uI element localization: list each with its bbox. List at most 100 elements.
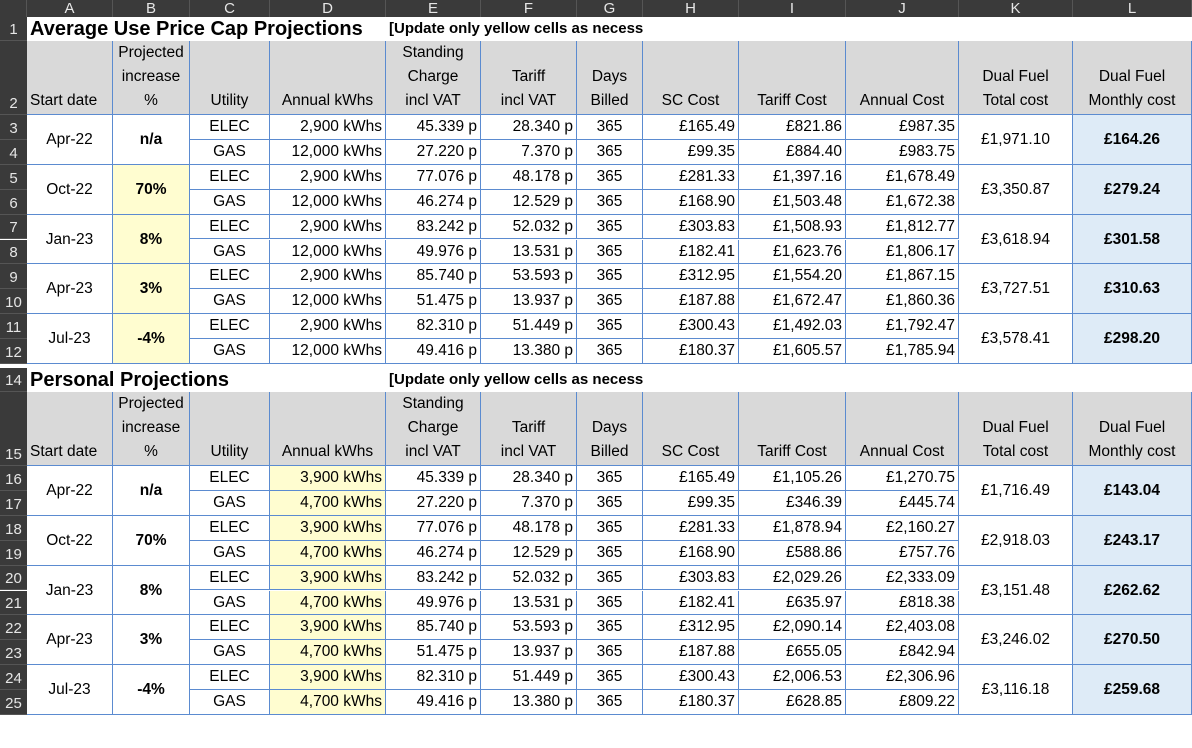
annual-kwh-cell[interactable]: 12,000 kWhs <box>270 339 386 364</box>
days-billed-cell[interactable]: 365 <box>577 590 643 616</box>
utility-cell[interactable]: ELEC <box>190 515 270 541</box>
tariff-cell[interactable]: 13.380 p <box>481 690 577 715</box>
annual-cost-cell[interactable]: £1,270.75 <box>846 466 959 491</box>
column-header-h[interactable]: H <box>643 0 739 17</box>
standing-charge-cell[interactable]: 27.220 p <box>386 490 481 516</box>
standing-charge-cell[interactable]: 45.339 p <box>386 115 481 140</box>
annual-kwh-cell[interactable]: 4,700 kWhs <box>270 590 386 616</box>
utility-cell[interactable]: GAS <box>190 289 270 315</box>
tariff-cost-cell[interactable]: £1,503.48 <box>739 189 846 215</box>
sc-cost-cell[interactable]: £281.33 <box>643 164 739 190</box>
row-header-7[interactable]: 7 <box>0 214 27 240</box>
tariff-cost-cell[interactable]: £2,006.53 <box>739 665 846 691</box>
annual-cost-cell[interactable]: £1,867.15 <box>846 264 959 290</box>
annual-cost-cell[interactable]: £2,306.96 <box>846 665 959 691</box>
dual-fuel-monthly-cell[interactable]: £164.26 <box>1073 115 1192 165</box>
dual-fuel-monthly-cell[interactable]: £143.04 <box>1073 466 1192 516</box>
annual-kwh-cell[interactable]: 3,900 kWhs <box>270 665 386 691</box>
dual-fuel-total-cell[interactable]: £1,716.49 <box>959 466 1073 516</box>
days-billed-cell[interactable]: 365 <box>577 540 643 566</box>
row-header-15[interactable]: 15 <box>0 392 27 466</box>
column-header-b[interactable]: B <box>113 0 190 17</box>
standing-charge-cell[interactable]: 45.339 p <box>386 466 481 491</box>
utility-cell[interactable]: ELEC <box>190 565 270 591</box>
row-header-21[interactable]: 21 <box>0 590 27 616</box>
annual-kwh-cell[interactable]: 3,900 kWhs <box>270 615 386 641</box>
column-header-g[interactable]: G <box>577 0 643 17</box>
standing-charge-cell[interactable]: 49.976 p <box>386 590 481 616</box>
tariff-cost-cell[interactable]: £884.40 <box>739 139 846 165</box>
sc-cost-cell[interactable]: £99.35 <box>643 490 739 516</box>
standing-charge-cell[interactable]: 51.475 p <box>386 640 481 666</box>
utility-cell[interactable]: ELEC <box>190 115 270 140</box>
dual-fuel-total-cell[interactable]: £1,971.10 <box>959 115 1073 165</box>
standing-charge-cell[interactable]: 46.274 p <box>386 540 481 566</box>
days-billed-cell[interactable]: 365 <box>577 615 643 641</box>
annual-kwh-cell[interactable]: 12,000 kWhs <box>270 289 386 315</box>
row-header-11[interactable]: 11 <box>0 314 27 340</box>
projected-increase-cell[interactable]: 8% <box>113 565 190 616</box>
tariff-cell[interactable]: 13.531 p <box>481 590 577 616</box>
utility-cell[interactable]: ELEC <box>190 264 270 290</box>
annual-kwh-cell[interactable]: 2,900 kWhs <box>270 264 386 290</box>
tariff-cell[interactable]: 51.449 p <box>481 314 577 340</box>
annual-kwh-cell[interactable]: 12,000 kWhs <box>270 189 386 215</box>
sc-cost-cell[interactable]: £180.37 <box>643 339 739 364</box>
utility-cell[interactable]: GAS <box>190 339 270 364</box>
days-billed-cell[interactable]: 365 <box>577 665 643 691</box>
annual-cost-cell[interactable]: £1,672.38 <box>846 189 959 215</box>
projected-increase-cell[interactable]: 8% <box>113 214 190 265</box>
tariff-cell[interactable]: 7.370 p <box>481 139 577 165</box>
tariff-cell[interactable]: 28.340 p <box>481 115 577 140</box>
standing-charge-cell[interactable]: 83.242 p <box>386 565 481 591</box>
projected-increase-cell[interactable]: -4% <box>113 314 190 364</box>
annual-cost-cell[interactable]: £1,785.94 <box>846 339 959 364</box>
projected-increase-cell[interactable]: 3% <box>113 615 190 666</box>
dual-fuel-total-cell[interactable]: £3,116.18 <box>959 665 1073 715</box>
annual-kwh-cell[interactable]: 2,900 kWhs <box>270 115 386 140</box>
dual-fuel-monthly-cell[interactable]: £259.68 <box>1073 665 1192 715</box>
annual-kwh-cell[interactable]: 4,700 kWhs <box>270 690 386 715</box>
utility-cell[interactable]: ELEC <box>190 466 270 491</box>
dual-fuel-monthly-cell[interactable]: £270.50 <box>1073 615 1192 666</box>
dual-fuel-monthly-cell[interactable]: £243.17 <box>1073 515 1192 566</box>
projected-increase-cell[interactable]: 70% <box>113 515 190 566</box>
projected-increase-cell[interactable]: 3% <box>113 264 190 315</box>
standing-charge-cell[interactable]: 49.416 p <box>386 690 481 715</box>
tariff-cost-cell[interactable]: £1,397.16 <box>739 164 846 190</box>
days-billed-cell[interactable]: 365 <box>577 466 643 491</box>
row-header-20[interactable]: 20 <box>0 565 27 591</box>
tariff-cell[interactable]: 51.449 p <box>481 665 577 691</box>
row-header-14[interactable]: 14 <box>0 368 27 392</box>
standing-charge-cell[interactable]: 85.740 p <box>386 615 481 641</box>
tariff-cost-cell[interactable]: £635.97 <box>739 590 846 616</box>
row-header-16[interactable]: 16 <box>0 466 27 491</box>
start-date-cell[interactable]: Jan-23 <box>27 214 113 265</box>
annual-cost-cell[interactable]: £1,792.47 <box>846 314 959 340</box>
start-date-cell[interactable]: Apr-23 <box>27 615 113 666</box>
tariff-cell[interactable]: 13.380 p <box>481 339 577 364</box>
start-date-cell[interactable]: Oct-22 <box>27 164 113 215</box>
standing-charge-cell[interactable]: 82.310 p <box>386 314 481 340</box>
sc-cost-cell[interactable]: £99.35 <box>643 139 739 165</box>
annual-cost-cell[interactable]: £818.38 <box>846 590 959 616</box>
column-header-i[interactable]: I <box>739 0 846 17</box>
start-date-cell[interactable]: Apr-22 <box>27 115 113 165</box>
sc-cost-cell[interactable]: £303.83 <box>643 565 739 591</box>
annual-kwh-cell[interactable]: 2,900 kWhs <box>270 214 386 240</box>
annual-cost-cell[interactable]: £809.22 <box>846 690 959 715</box>
column-header-j[interactable]: J <box>846 0 959 17</box>
tariff-cost-cell[interactable]: £821.86 <box>739 115 846 140</box>
utility-cell[interactable]: GAS <box>190 139 270 165</box>
annual-kwh-cell[interactable]: 2,900 kWhs <box>270 164 386 190</box>
sc-cost-cell[interactable]: £300.43 <box>643 665 739 691</box>
dual-fuel-monthly-cell[interactable]: £301.58 <box>1073 214 1192 265</box>
tariff-cell[interactable]: 52.032 p <box>481 214 577 240</box>
row-header-17[interactable]: 17 <box>0 490 27 516</box>
annual-kwh-cell[interactable]: 12,000 kWhs <box>270 139 386 165</box>
annual-kwh-cell[interactable]: 4,700 kWhs <box>270 540 386 566</box>
annual-cost-cell[interactable]: £1,806.17 <box>846 239 959 265</box>
utility-cell[interactable]: ELEC <box>190 214 270 240</box>
tariff-cost-cell[interactable]: £2,090.14 <box>739 615 846 641</box>
start-date-cell[interactable]: Jul-23 <box>27 665 113 715</box>
